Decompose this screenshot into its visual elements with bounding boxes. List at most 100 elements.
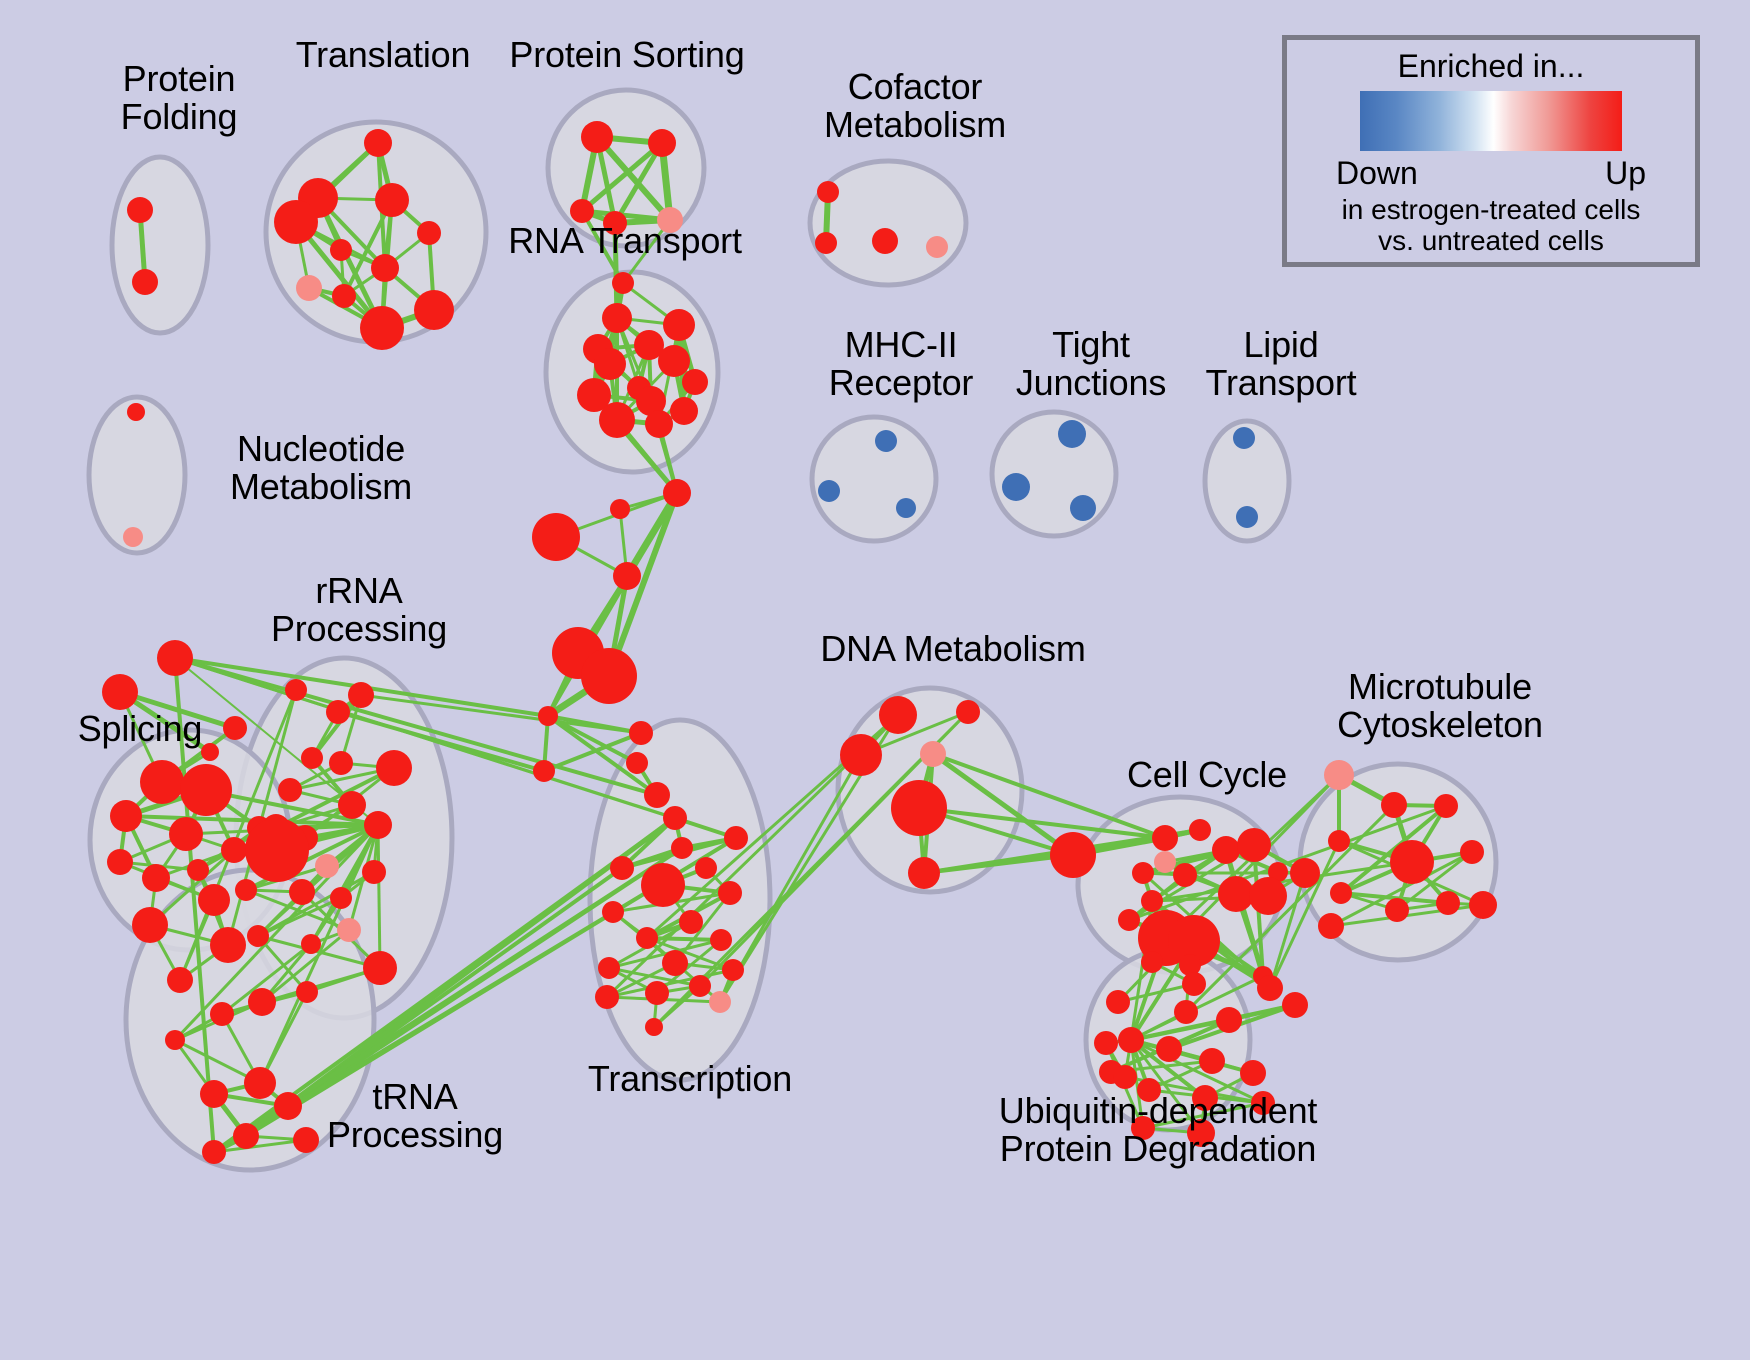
network-edge[interactable] — [621, 219, 672, 284]
network-node[interactable] — [221, 837, 247, 863]
network-node[interactable] — [330, 887, 352, 909]
network-node[interactable] — [1212, 836, 1240, 864]
network-node[interactable] — [1132, 862, 1154, 884]
network-edge[interactable] — [673, 892, 732, 964]
network-edge[interactable] — [360, 693, 642, 735]
network-node[interactable] — [123, 527, 143, 547]
network-node[interactable] — [599, 402, 635, 438]
network-edge[interactable] — [174, 656, 658, 797]
network-node[interactable] — [695, 857, 717, 879]
network-node[interactable] — [645, 410, 673, 438]
network-node[interactable] — [682, 369, 708, 395]
network-node[interactable] — [648, 129, 676, 157]
network-node[interactable] — [1179, 954, 1201, 976]
network-node[interactable] — [364, 129, 392, 157]
network-node[interactable] — [301, 747, 323, 769]
network-node[interactable] — [364, 811, 392, 839]
network-node[interactable] — [180, 764, 232, 816]
network-edge[interactable] — [315, 196, 385, 330]
network-node[interactable] — [636, 386, 666, 416]
network-edge[interactable] — [174, 656, 737, 840]
network-edge[interactable] — [918, 806, 1166, 840]
network-node[interactable] — [1381, 792, 1407, 818]
network-node[interactable] — [1094, 1031, 1118, 1055]
network-node[interactable] — [338, 791, 366, 819]
network-node[interactable] — [1174, 1000, 1198, 1024]
network-edge[interactable] — [547, 714, 638, 765]
network-edge[interactable] — [1129, 1039, 1145, 1129]
network-node[interactable] — [594, 348, 626, 380]
network-edge[interactable] — [612, 222, 620, 319]
network-node[interactable] — [644, 782, 670, 808]
network-node[interactable] — [1118, 909, 1140, 931]
network-node[interactable] — [879, 696, 917, 734]
network-edge[interactable] — [1268, 872, 1307, 989]
network-node[interactable] — [247, 925, 269, 947]
network-edge[interactable] — [261, 928, 350, 1004]
network-edge[interactable] — [931, 751, 1075, 858]
cluster-ellipse-mhc-ii-receptor[interactable] — [809, 414, 939, 544]
network-node[interactable] — [818, 480, 840, 502]
network-node[interactable] — [641, 863, 685, 907]
cluster-ellipse-tight-junctions[interactable] — [989, 409, 1119, 539]
network-edge[interactable] — [718, 754, 863, 1003]
network-node[interactable] — [1318, 913, 1344, 939]
network-node[interactable] — [636, 927, 658, 949]
network-node[interactable] — [1282, 992, 1308, 1018]
network-node[interactable] — [278, 778, 302, 802]
network-edge[interactable] — [612, 141, 665, 225]
network-node[interactable] — [285, 679, 307, 701]
network-edge[interactable] — [173, 823, 380, 1042]
network-node[interactable] — [140, 760, 184, 804]
network-node[interactable] — [1216, 1007, 1242, 1033]
network-node[interactable] — [817, 181, 839, 203]
network-node[interactable] — [1050, 832, 1096, 878]
network-node[interactable] — [657, 207, 683, 233]
network-node[interactable] — [201, 743, 219, 761]
network-node[interactable] — [1390, 840, 1434, 884]
network-node[interactable] — [1328, 830, 1350, 852]
network-node[interactable] — [296, 275, 322, 301]
network-edge[interactable] — [1330, 850, 1473, 928]
network-node[interactable] — [710, 929, 732, 951]
network-node[interactable] — [1182, 972, 1206, 996]
network-node[interactable] — [709, 991, 731, 1013]
network-node[interactable] — [1240, 1060, 1266, 1086]
network-node[interactable] — [1168, 915, 1220, 967]
network-node[interactable] — [102, 674, 138, 710]
network-node[interactable] — [330, 239, 352, 261]
network-node[interactable] — [187, 859, 209, 881]
network-edge[interactable] — [118, 689, 212, 755]
network-edge[interactable] — [342, 199, 394, 297]
network-node[interactable] — [610, 499, 630, 519]
network-node[interactable] — [1257, 975, 1283, 1001]
network-edge[interactable] — [543, 731, 642, 773]
network-edge[interactable] — [213, 1138, 307, 1154]
network-node[interactable] — [1156, 1036, 1182, 1062]
network-node[interactable] — [248, 988, 276, 1016]
network-node[interactable] — [815, 232, 837, 254]
network-node[interactable] — [360, 306, 404, 350]
network-node[interactable] — [840, 734, 882, 776]
network-node[interactable] — [1154, 851, 1176, 873]
network-node[interactable] — [198, 884, 230, 916]
network-node[interactable] — [414, 290, 454, 330]
network-node[interactable] — [375, 183, 409, 217]
network-node[interactable] — [107, 849, 133, 875]
network-node[interactable] — [329, 751, 353, 775]
network-node[interactable] — [223, 716, 247, 740]
network-edge[interactable] — [294, 220, 384, 330]
network-node[interactable] — [169, 817, 203, 851]
network-node[interactable] — [662, 950, 688, 976]
network-edge[interactable] — [1339, 804, 1448, 895]
network-node[interactable] — [1137, 1078, 1161, 1102]
network-node[interactable] — [1268, 862, 1288, 882]
network-node[interactable] — [1141, 951, 1163, 973]
network-node[interactable] — [167, 967, 193, 993]
network-node[interactable] — [417, 221, 441, 245]
network-node[interactable] — [1002, 473, 1030, 501]
network-node[interactable] — [274, 1092, 302, 1120]
network-node[interactable] — [613, 562, 641, 590]
network-node[interactable] — [645, 1018, 663, 1036]
network-edge[interactable] — [1128, 804, 1447, 922]
